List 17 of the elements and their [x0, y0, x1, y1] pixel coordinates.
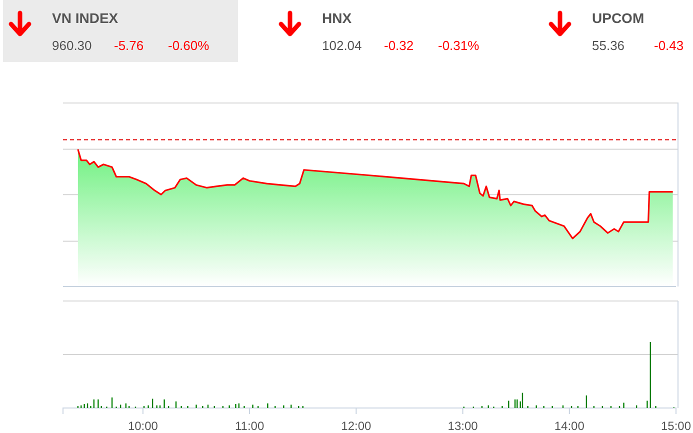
x-tick-label: 10:00	[128, 419, 158, 433]
x-tick-label: 12:00	[341, 419, 372, 433]
category-label: HNX	[322, 10, 352, 26]
x-tick-label: 15:00	[660, 419, 692, 433]
category-label: UPCOM	[592, 10, 644, 26]
x-tick-label: 11:00	[234, 419, 264, 433]
data-label: -5.76	[114, 38, 144, 53]
data-label: -0.60%	[168, 38, 210, 53]
data-label: 55.36	[592, 38, 625, 53]
x-tick-label: 14:00	[554, 419, 585, 433]
category-label: VN INDEX	[52, 10, 119, 26]
data-label: 960.30	[52, 38, 92, 53]
data-label: -0.43	[654, 38, 684, 53]
data-label: 102.04	[322, 38, 362, 53]
data-label: -0.32	[384, 38, 414, 53]
x-tick-label: 13:00	[448, 419, 478, 433]
data-label: -0.31%	[438, 38, 480, 53]
